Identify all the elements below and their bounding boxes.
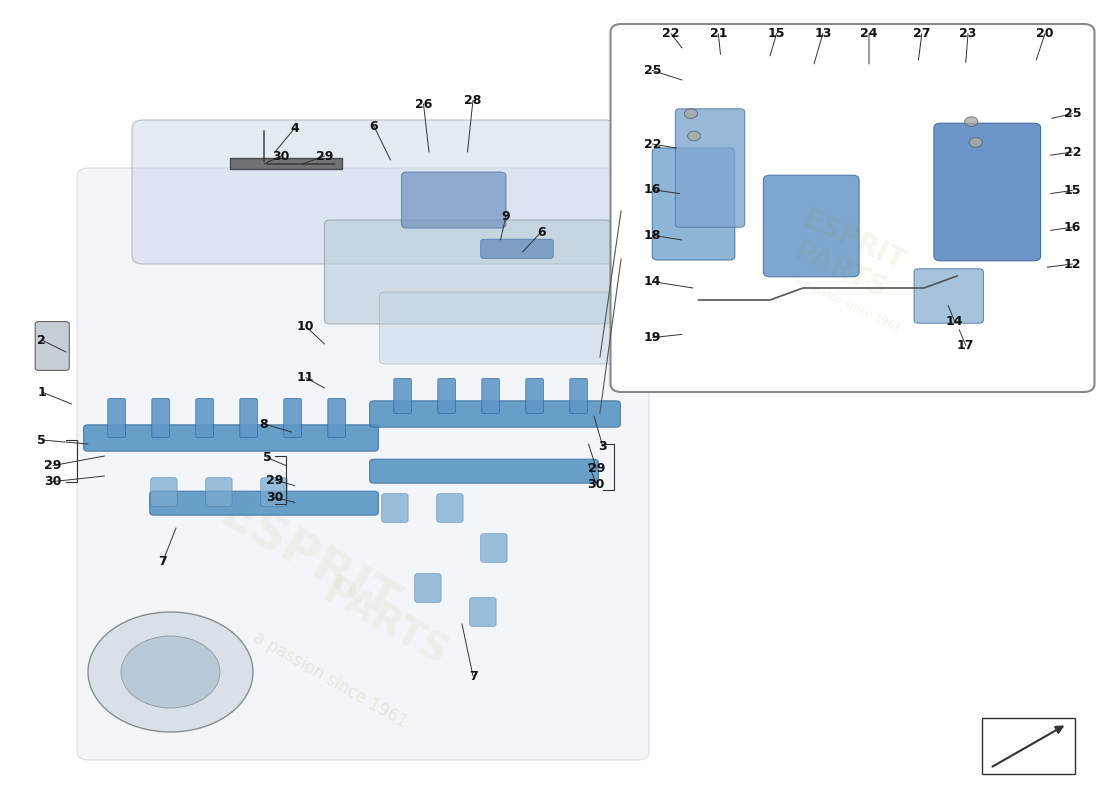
FancyBboxPatch shape — [261, 478, 287, 506]
FancyBboxPatch shape — [77, 168, 649, 760]
FancyBboxPatch shape — [84, 425, 378, 451]
Text: ESPRIT: ESPRIT — [210, 490, 406, 630]
FancyBboxPatch shape — [481, 239, 553, 258]
FancyBboxPatch shape — [675, 109, 745, 227]
FancyBboxPatch shape — [394, 378, 411, 414]
Text: 25: 25 — [1064, 107, 1081, 120]
Text: 14: 14 — [946, 315, 964, 328]
FancyBboxPatch shape — [438, 378, 455, 414]
FancyBboxPatch shape — [35, 322, 69, 370]
Text: 12: 12 — [1064, 258, 1081, 270]
Text: 18: 18 — [644, 229, 661, 242]
Text: 19: 19 — [644, 331, 661, 344]
Text: ESPRIT
PARTS: ESPRIT PARTS — [784, 206, 910, 306]
FancyBboxPatch shape — [482, 378, 499, 414]
Text: 6: 6 — [537, 226, 546, 238]
FancyBboxPatch shape — [152, 398, 169, 438]
FancyBboxPatch shape — [382, 494, 408, 522]
Text: 7: 7 — [469, 670, 477, 682]
FancyBboxPatch shape — [481, 534, 507, 562]
FancyBboxPatch shape — [328, 398, 345, 438]
FancyBboxPatch shape — [982, 718, 1075, 774]
Text: 29: 29 — [266, 474, 284, 486]
FancyBboxPatch shape — [526, 378, 543, 414]
Text: 16: 16 — [644, 183, 661, 196]
FancyBboxPatch shape — [230, 158, 342, 169]
Text: 21: 21 — [710, 27, 727, 40]
FancyBboxPatch shape — [206, 478, 232, 506]
Circle shape — [684, 109, 697, 118]
Text: 29: 29 — [587, 462, 605, 474]
Text: 15: 15 — [768, 27, 785, 40]
FancyBboxPatch shape — [415, 574, 441, 602]
FancyBboxPatch shape — [934, 123, 1041, 261]
Text: 13: 13 — [814, 27, 832, 40]
Text: 24: 24 — [860, 27, 878, 40]
Text: 30: 30 — [44, 475, 62, 488]
FancyBboxPatch shape — [402, 172, 506, 228]
Text: 29: 29 — [44, 459, 62, 472]
FancyBboxPatch shape — [108, 398, 125, 438]
FancyBboxPatch shape — [240, 398, 257, 438]
Text: 9: 9 — [502, 210, 510, 222]
FancyBboxPatch shape — [151, 478, 177, 506]
Text: 2: 2 — [37, 334, 46, 346]
Text: 28: 28 — [464, 94, 482, 106]
Circle shape — [88, 612, 253, 732]
FancyBboxPatch shape — [470, 598, 496, 626]
Text: 14: 14 — [644, 275, 661, 288]
Text: 30: 30 — [266, 491, 284, 504]
Text: 1: 1 — [37, 386, 46, 398]
Text: 3: 3 — [598, 440, 607, 453]
Text: 30: 30 — [272, 150, 289, 162]
Circle shape — [688, 131, 701, 141]
Text: 27: 27 — [913, 27, 931, 40]
FancyBboxPatch shape — [150, 491, 378, 515]
FancyBboxPatch shape — [196, 398, 213, 438]
Text: 6: 6 — [370, 120, 378, 133]
Text: 7: 7 — [158, 555, 167, 568]
Text: 17: 17 — [957, 339, 975, 352]
Text: 25: 25 — [644, 64, 661, 77]
FancyBboxPatch shape — [610, 24, 1094, 392]
Text: 22: 22 — [1064, 146, 1081, 158]
Text: a passion since 1961: a passion since 1961 — [250, 629, 410, 731]
Circle shape — [965, 117, 978, 126]
Text: 26: 26 — [415, 98, 432, 110]
FancyBboxPatch shape — [763, 175, 859, 277]
Text: 16: 16 — [1064, 221, 1081, 234]
Text: 5: 5 — [263, 451, 272, 464]
FancyBboxPatch shape — [914, 269, 983, 323]
FancyBboxPatch shape — [132, 120, 616, 264]
Text: 29: 29 — [316, 150, 333, 162]
Text: 30: 30 — [587, 478, 605, 490]
FancyBboxPatch shape — [652, 148, 735, 260]
Text: 20: 20 — [1036, 27, 1054, 40]
Text: 22: 22 — [644, 138, 661, 150]
Text: 4: 4 — [290, 122, 299, 134]
Text: 11: 11 — [297, 371, 315, 384]
FancyBboxPatch shape — [379, 292, 632, 364]
FancyBboxPatch shape — [284, 398, 301, 438]
FancyBboxPatch shape — [370, 401, 620, 427]
Text: 10: 10 — [297, 320, 315, 333]
FancyBboxPatch shape — [570, 378, 587, 414]
Text: 15: 15 — [1064, 184, 1081, 197]
Text: 22: 22 — [662, 27, 680, 40]
FancyBboxPatch shape — [324, 220, 610, 324]
Text: 23: 23 — [959, 27, 977, 40]
FancyBboxPatch shape — [437, 494, 463, 522]
Text: 5: 5 — [37, 434, 46, 446]
Text: 8: 8 — [260, 418, 268, 430]
Circle shape — [121, 636, 220, 708]
Circle shape — [969, 138, 982, 147]
Text: PARTS: PARTS — [316, 573, 454, 675]
FancyBboxPatch shape — [370, 459, 598, 483]
Text: a passion since 1961: a passion since 1961 — [792, 274, 902, 334]
